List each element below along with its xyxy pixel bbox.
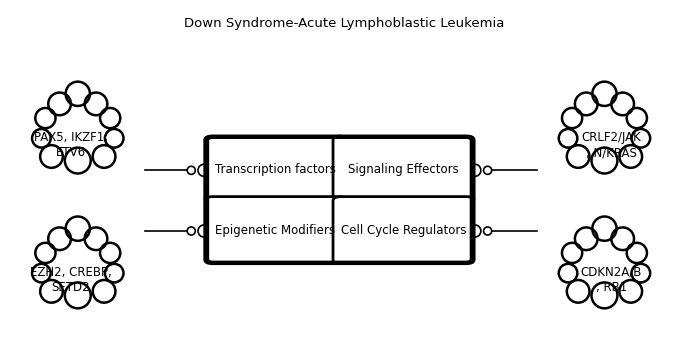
Ellipse shape <box>85 93 107 115</box>
Ellipse shape <box>105 264 123 282</box>
Ellipse shape <box>65 148 91 173</box>
Ellipse shape <box>575 93 597 115</box>
Ellipse shape <box>602 237 630 265</box>
Text: Down Syndrome-Acute Lymphoblastic Leukemia: Down Syndrome-Acute Lymphoblastic Leukem… <box>185 17 504 30</box>
Ellipse shape <box>187 227 195 235</box>
Ellipse shape <box>592 148 617 173</box>
Text: Transcription factors: Transcription factors <box>215 163 336 176</box>
Ellipse shape <box>58 124 98 164</box>
Ellipse shape <box>198 164 210 176</box>
Ellipse shape <box>93 145 116 168</box>
Ellipse shape <box>600 251 637 287</box>
Ellipse shape <box>578 102 606 130</box>
Ellipse shape <box>627 108 647 128</box>
Ellipse shape <box>52 102 80 130</box>
Ellipse shape <box>100 108 121 128</box>
Ellipse shape <box>611 227 634 250</box>
Ellipse shape <box>584 259 625 299</box>
Ellipse shape <box>105 129 123 148</box>
Ellipse shape <box>593 216 617 241</box>
FancyBboxPatch shape <box>205 136 346 203</box>
Ellipse shape <box>602 102 630 130</box>
Ellipse shape <box>469 225 481 237</box>
Text: Epigenetic Modifiers: Epigenetic Modifiers <box>215 224 336 237</box>
Ellipse shape <box>58 259 98 299</box>
Ellipse shape <box>74 116 110 152</box>
Ellipse shape <box>593 82 617 106</box>
Ellipse shape <box>575 227 597 250</box>
Ellipse shape <box>76 102 104 130</box>
Ellipse shape <box>578 237 606 265</box>
Ellipse shape <box>48 227 71 250</box>
Text: Signaling Effectors: Signaling Effectors <box>348 163 459 176</box>
Ellipse shape <box>567 145 590 168</box>
Ellipse shape <box>65 82 90 106</box>
Ellipse shape <box>35 243 56 263</box>
FancyBboxPatch shape <box>333 136 474 203</box>
Ellipse shape <box>562 243 582 263</box>
Ellipse shape <box>85 227 107 250</box>
Ellipse shape <box>40 280 63 303</box>
Ellipse shape <box>572 116 608 152</box>
Ellipse shape <box>40 145 63 168</box>
Ellipse shape <box>100 243 121 263</box>
FancyBboxPatch shape <box>205 197 346 264</box>
Ellipse shape <box>48 93 71 115</box>
Ellipse shape <box>580 106 629 154</box>
Ellipse shape <box>32 264 51 282</box>
Ellipse shape <box>74 251 110 287</box>
Text: CDKN2A/B
, RB1: CDKN2A/B , RB1 <box>581 266 642 294</box>
Ellipse shape <box>65 216 90 241</box>
Ellipse shape <box>611 93 634 115</box>
Ellipse shape <box>52 237 80 265</box>
Ellipse shape <box>45 251 82 287</box>
Ellipse shape <box>632 264 650 282</box>
Ellipse shape <box>572 251 608 287</box>
Ellipse shape <box>600 116 637 152</box>
Text: Cell Cycle Regulators: Cell Cycle Regulators <box>341 224 466 237</box>
Ellipse shape <box>65 282 91 308</box>
Ellipse shape <box>562 108 582 128</box>
Ellipse shape <box>580 241 629 289</box>
Ellipse shape <box>54 241 102 289</box>
Ellipse shape <box>484 227 492 235</box>
Ellipse shape <box>76 237 104 265</box>
Text: EZH2, CREBP,
SETD2: EZH2, CREBP, SETD2 <box>30 266 112 294</box>
Ellipse shape <box>592 282 617 308</box>
Ellipse shape <box>35 108 56 128</box>
Text: PAX5, IKZF1,
ETV6: PAX5, IKZF1, ETV6 <box>34 131 108 159</box>
Ellipse shape <box>54 106 102 154</box>
Ellipse shape <box>469 164 481 176</box>
Ellipse shape <box>93 280 116 303</box>
Ellipse shape <box>619 280 642 303</box>
Ellipse shape <box>559 129 577 148</box>
Ellipse shape <box>45 116 82 152</box>
Ellipse shape <box>567 280 590 303</box>
Ellipse shape <box>198 225 210 237</box>
Ellipse shape <box>484 166 492 174</box>
Ellipse shape <box>187 166 195 174</box>
Ellipse shape <box>619 145 642 168</box>
Text: CRLF2/JAK
, N/KRAS: CRLF2/JAK , N/KRAS <box>582 131 641 159</box>
FancyBboxPatch shape <box>333 197 474 264</box>
Ellipse shape <box>32 129 51 148</box>
Ellipse shape <box>559 264 577 282</box>
Ellipse shape <box>584 124 625 164</box>
Ellipse shape <box>632 129 650 148</box>
Ellipse shape <box>627 243 647 263</box>
